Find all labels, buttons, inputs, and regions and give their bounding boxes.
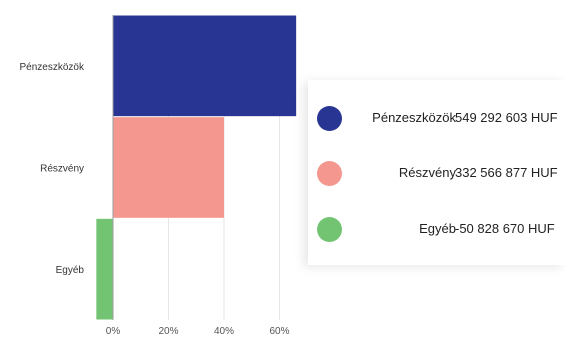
- legend-label: Részvény: [398, 165, 456, 180]
- x-tick-label: 40%: [214, 326, 234, 337]
- legend-dot-icon: [317, 161, 342, 186]
- legend-label: Egyéb: [419, 221, 456, 236]
- legend-value: 549 292 603 HUF: [455, 110, 558, 125]
- legend-item-egyeb[interactable]: Egyéb -50 828 670 HUF: [308, 214, 565, 244]
- legend-dot-icon: [317, 217, 342, 242]
- chart-bars: [96, 15, 297, 320]
- legend-item-penzeszkozok[interactable]: Pénzeszközök 549 292 603 HUF: [308, 103, 565, 133]
- x-tick-label: 60%: [269, 326, 289, 337]
- bar-0[interactable]: [113, 15, 297, 117]
- legend-panel: Pénzeszközök 549 292 603 HUF Részvény 33…: [308, 80, 565, 265]
- category-label: Részvény: [40, 164, 84, 175]
- legend-value: 332 566 877 HUF: [455, 165, 558, 180]
- category-label: Egyéb: [56, 265, 85, 276]
- x-tick-labels: 0% 20% 40% 60%: [106, 326, 290, 337]
- legend-value: -50 828 670 HUF: [455, 221, 555, 236]
- category-labels: Pénzeszközök Részvény Egyéb: [20, 62, 85, 276]
- x-tick-label: 0%: [106, 326, 121, 337]
- category-label: Pénzeszközök: [20, 62, 85, 73]
- bar-1[interactable]: [113, 117, 224, 218]
- legend-label: Pénzeszközök: [372, 110, 456, 125]
- bar-2[interactable]: [96, 218, 113, 320]
- legend-dot-icon: [317, 106, 342, 131]
- x-tick-label: 20%: [158, 326, 178, 337]
- legend-item-reszveny[interactable]: Részvény 332 566 877 HUF: [308, 158, 565, 188]
